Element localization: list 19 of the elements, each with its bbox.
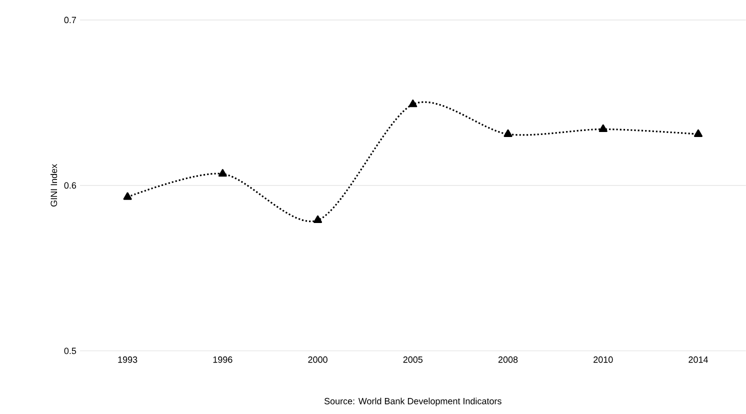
y-axis-title: GINI Index bbox=[50, 164, 58, 207]
x-tick-label: 2008 bbox=[498, 356, 518, 363]
point bbox=[408, 100, 418, 108]
source-note: Source: World Bank Development Indicators bbox=[324, 398, 502, 406]
point bbox=[218, 169, 227, 177]
x-tick-label: 1993 bbox=[118, 356, 138, 363]
point bbox=[694, 129, 703, 137]
y-tick-label: 0.5 bbox=[64, 348, 76, 354]
x-tick-label: 2005 bbox=[403, 356, 423, 363]
y-tick-label: 0.7 bbox=[64, 16, 76, 24]
point bbox=[123, 192, 132, 200]
y-tick-label: 0.6 bbox=[64, 182, 76, 189]
x-tick-label: 1996 bbox=[213, 356, 232, 363]
point bbox=[504, 129, 512, 137]
point bbox=[314, 215, 322, 224]
point bbox=[598, 124, 608, 132]
x-tick-label: 2010 bbox=[594, 356, 613, 363]
x-tick-label: 2014 bbox=[688, 356, 708, 363]
x-tick-label: 2000 bbox=[308, 356, 328, 363]
